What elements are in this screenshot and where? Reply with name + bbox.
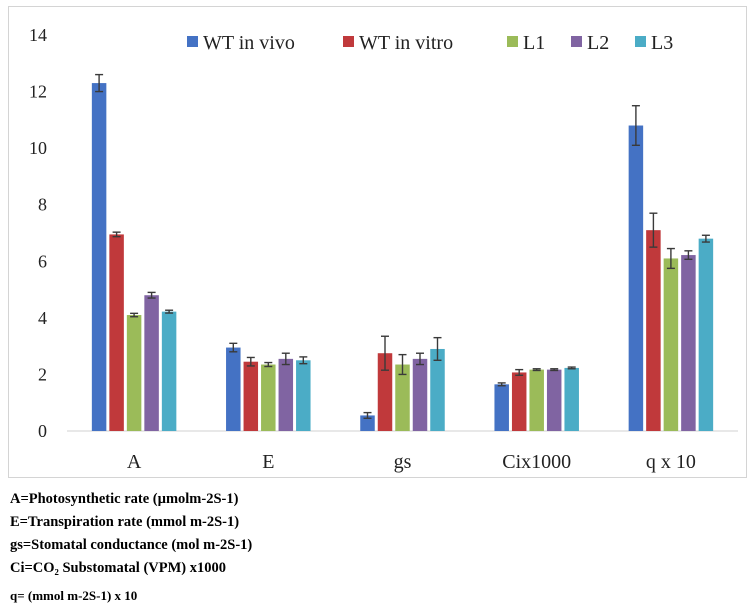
bar [161, 311, 177, 431]
x-tick-label: gs [394, 451, 412, 473]
bar [511, 372, 527, 431]
bar [296, 360, 311, 431]
bar [395, 364, 410, 431]
y-tick-label: 8 [38, 195, 47, 215]
note-line-e: E=Transpiration rate (mmol m-2S-1) [10, 514, 240, 530]
y-tick-label: 2 [38, 364, 47, 384]
x-tick-label: Cix1000 [502, 451, 571, 473]
legend-swatch [187, 36, 198, 47]
legend-swatch [571, 36, 582, 47]
legend-label: L1 [523, 32, 545, 54]
bar [681, 255, 696, 431]
bar [360, 415, 375, 431]
bar [663, 258, 679, 431]
x-tick-label: q x 10 [646, 451, 696, 473]
abbreviation-notes: A=Photosynthetic rate (µmolm-2S-1) E=Tra… [10, 488, 610, 607]
x-tick-label: E [262, 451, 274, 473]
bar [243, 361, 259, 431]
note-line-gs: gs=Stomatal conductance (mol m-2S-1) [10, 537, 253, 553]
y-tick-label: 10 [29, 138, 47, 158]
x-tick-label: A [127, 451, 142, 473]
note-line-ci: Ci=CO₂ Substomatal (VPM) x1000 [10, 560, 227, 576]
y-tick-label: 14 [29, 25, 47, 45]
legend-swatch [343, 36, 354, 47]
bar [698, 238, 714, 431]
legend-label: L2 [587, 32, 609, 54]
bar [564, 367, 579, 431]
bar [109, 234, 124, 431]
y-tick-label: 0 [38, 421, 47, 441]
legend-label: L3 [651, 32, 673, 54]
legend-swatch [507, 36, 518, 47]
legend-label: WT in vivo [203, 32, 295, 54]
bar [226, 347, 241, 431]
bar [91, 83, 107, 431]
y-tick-label: 6 [38, 251, 47, 271]
legend-label: WT in vitro [359, 32, 453, 54]
bar [278, 358, 294, 431]
bar [628, 125, 644, 431]
bar [144, 295, 159, 431]
y-tick-label: 4 [38, 308, 47, 328]
bar [529, 369, 544, 431]
bar [261, 364, 276, 431]
y-tick-label: 12 [29, 82, 47, 102]
note-line-a: A=Photosynthetic rate (µmolm-2S-1) [10, 491, 239, 507]
note-line-q: q= (mmol m-2S-1) x 10 [10, 588, 138, 603]
bar [377, 353, 393, 431]
bar [126, 315, 142, 431]
bar [494, 384, 509, 431]
bar [412, 358, 428, 431]
bar [430, 348, 445, 431]
bar [546, 369, 562, 431]
legend-swatch [635, 36, 646, 47]
bar [646, 230, 661, 431]
